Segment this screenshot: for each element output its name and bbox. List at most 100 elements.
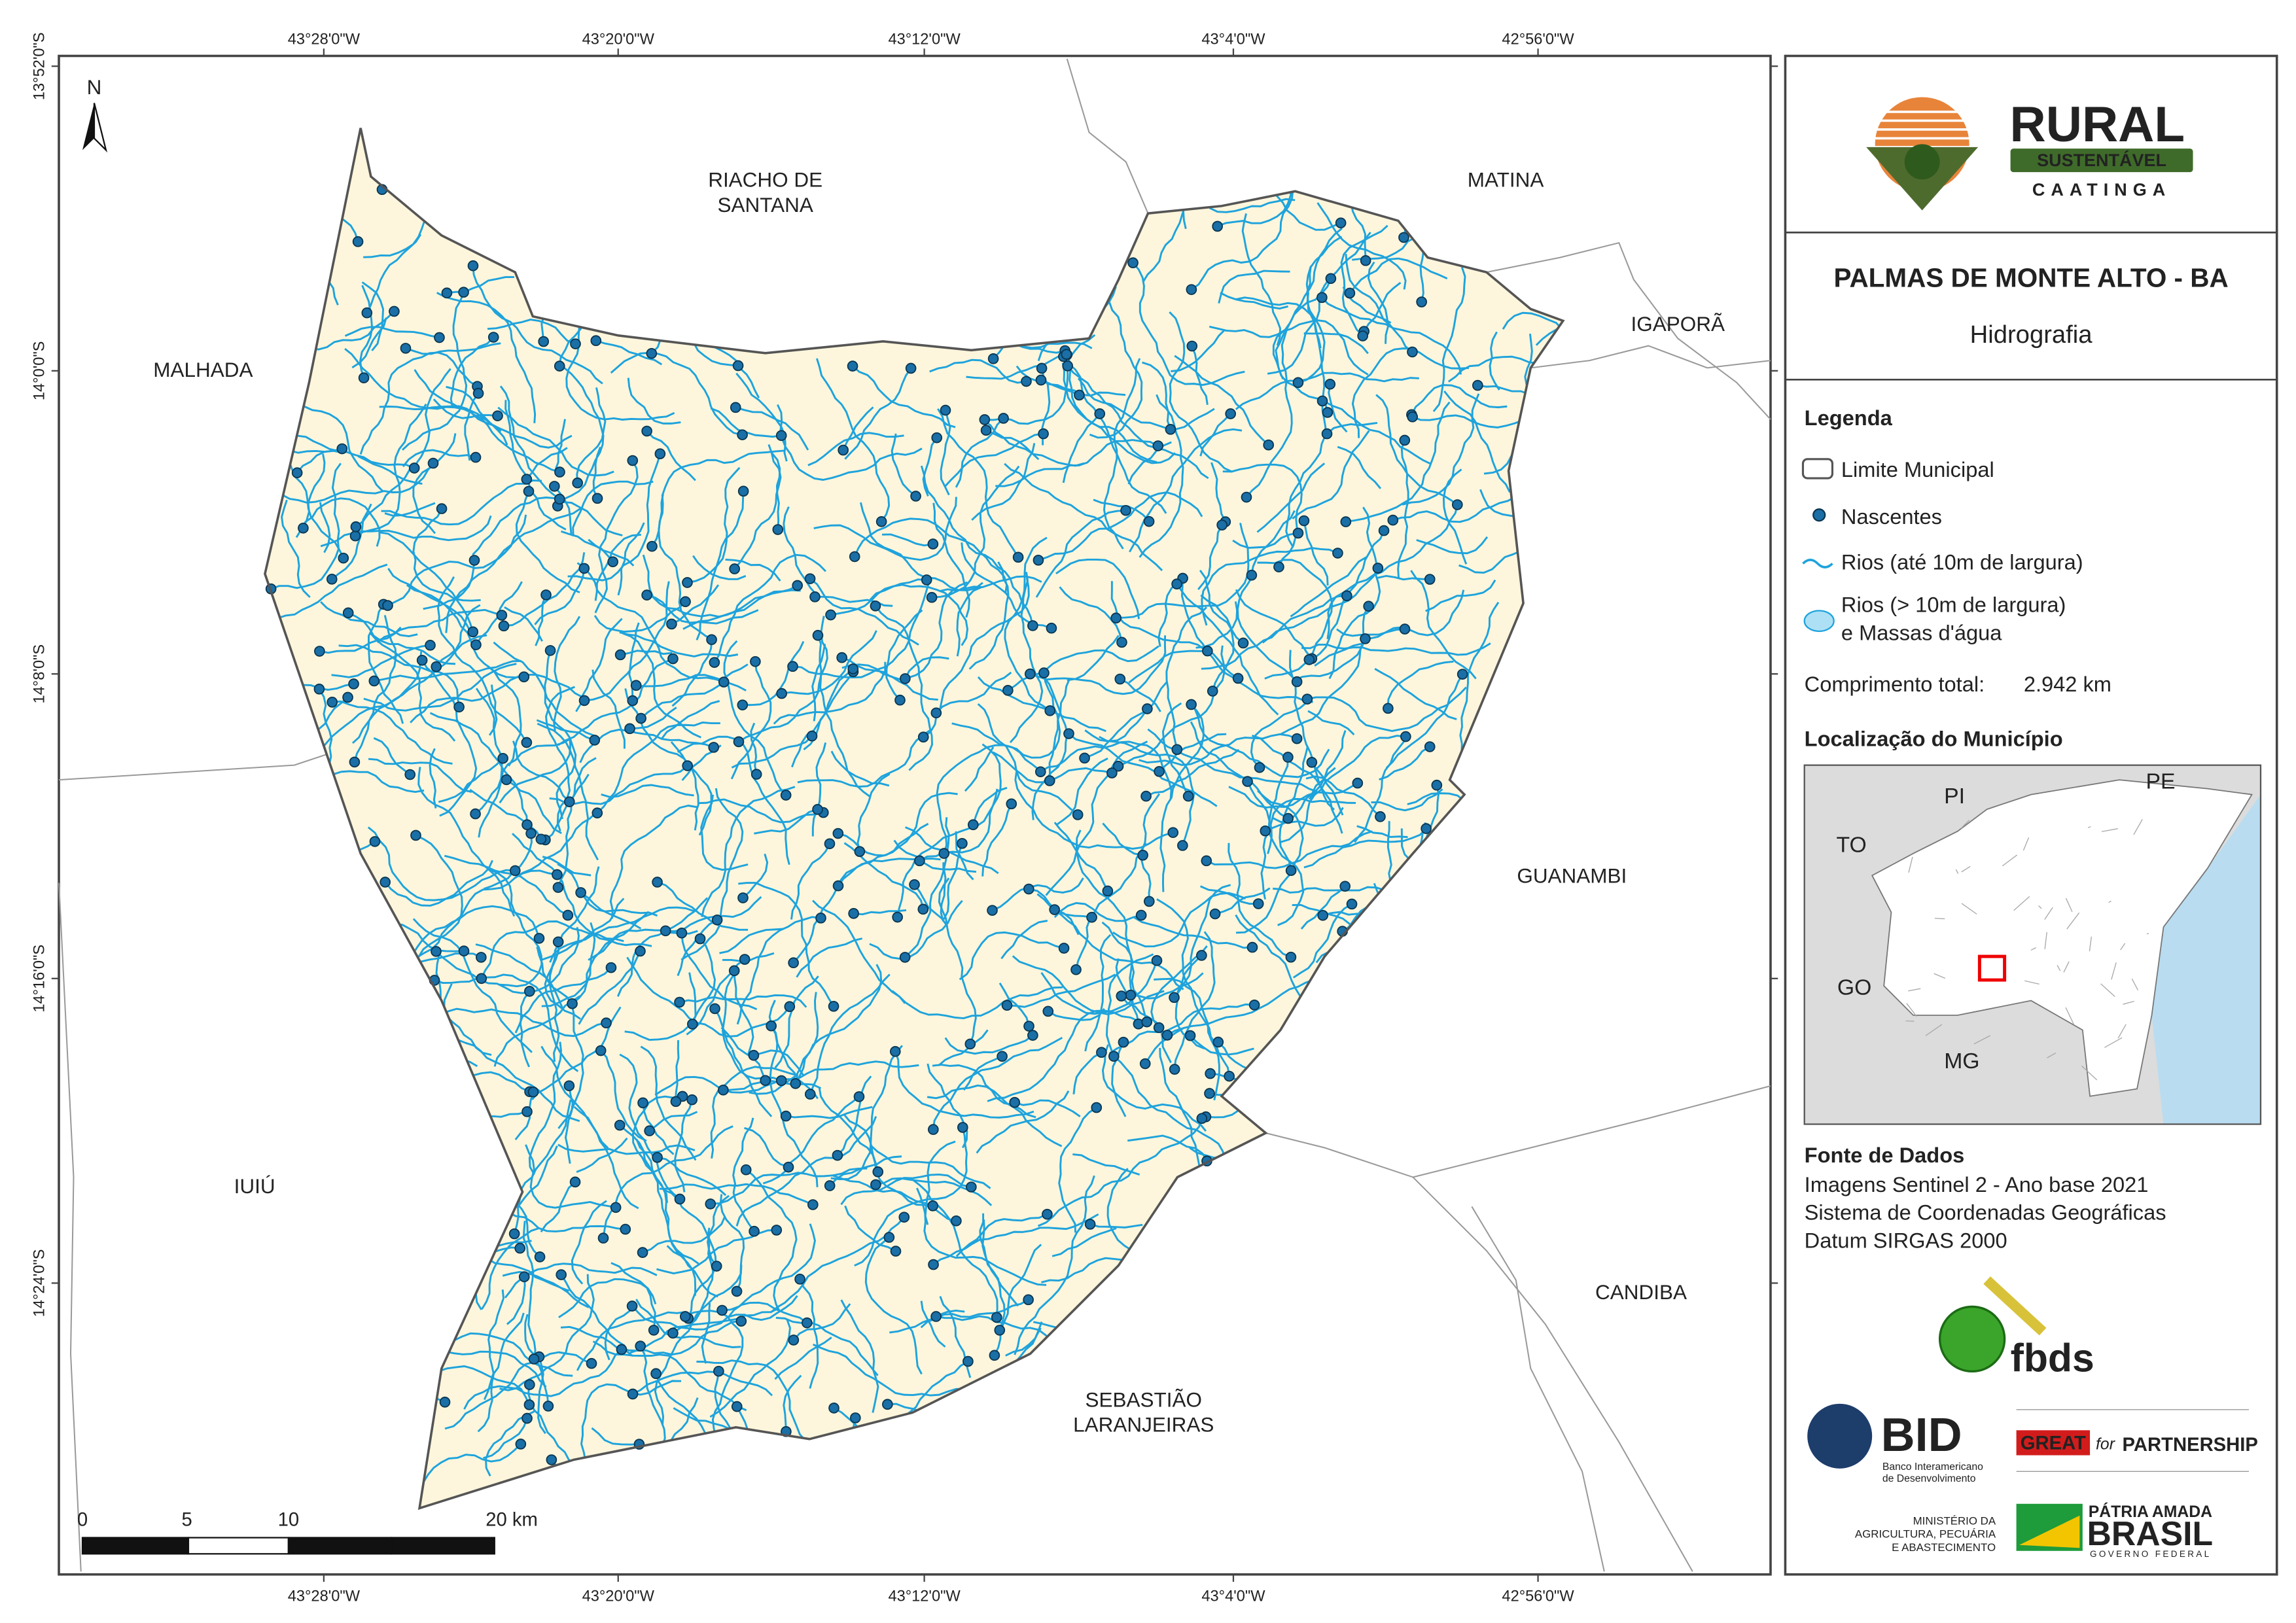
river	[522, 1221, 537, 1359]
river	[1250, 701, 1308, 769]
river	[619, 631, 739, 657]
spring	[453, 701, 465, 713]
sources-line: Imagens Sentinel 2 - Ano base 2021	[1805, 1172, 2149, 1196]
spring	[815, 913, 826, 924]
spring	[804, 1089, 816, 1100]
river	[1158, 733, 1227, 773]
state-label: PI	[1944, 784, 1965, 809]
inset-municipal-line	[2044, 932, 2047, 950]
river	[710, 1167, 868, 1205]
river	[487, 319, 576, 345]
river	[891, 986, 1063, 1019]
spring	[1216, 519, 1227, 531]
spring	[431, 946, 442, 957]
spring	[501, 774, 512, 786]
spring	[358, 372, 370, 383]
river	[1256, 462, 1326, 533]
river	[1053, 909, 1184, 990]
spring	[616, 1344, 627, 1355]
river	[515, 811, 597, 879]
spring	[590, 335, 602, 347]
spring	[521, 474, 533, 485]
scale-segment	[287, 1537, 393, 1555]
longitude-label: 43°12'0"W	[888, 1588, 961, 1605]
longitude-label: 43°12'0"W	[888, 31, 961, 48]
inset-municipal-line	[1961, 865, 1971, 873]
river	[1272, 319, 1369, 379]
longitude-label: 43°20'0"W	[582, 31, 655, 48]
ministry-text: AGRICULTURA, PECUÁRIA	[1855, 1528, 1996, 1541]
river	[698, 798, 824, 824]
spring	[1182, 790, 1194, 802]
spring	[1006, 798, 1017, 810]
spring	[980, 425, 992, 436]
river	[1012, 955, 1165, 1015]
river	[580, 1380, 682, 1470]
sources-line: Sistema de Coordenadas Geográficas	[1805, 1200, 2166, 1225]
river	[809, 578, 919, 646]
river	[1120, 995, 1172, 1064]
spring	[1282, 812, 1294, 824]
river	[1072, 1051, 1103, 1094]
spring	[538, 336, 550, 347]
neighbor-name: CANDIBA	[1595, 1280, 1687, 1304]
inset-municipal-line	[2081, 1065, 2098, 1081]
river	[955, 1213, 1048, 1257]
river	[841, 663, 938, 701]
spring	[1360, 633, 1371, 644]
river	[1130, 972, 1204, 1000]
river	[554, 419, 566, 471]
river	[738, 882, 835, 1007]
spring	[670, 1096, 682, 1108]
river	[1053, 822, 1109, 892]
river	[1416, 536, 1489, 555]
spring	[709, 657, 720, 668]
river	[1397, 440, 1409, 578]
spring	[766, 1020, 777, 1032]
spring	[528, 1353, 540, 1365]
river	[406, 584, 524, 679]
spring	[775, 430, 787, 442]
river	[1345, 254, 1413, 353]
spring	[711, 1261, 722, 1272]
spring	[1263, 439, 1275, 451]
north-arrow	[93, 103, 108, 153]
north-label: N	[87, 75, 102, 99]
river	[1199, 413, 1231, 457]
river	[1037, 1118, 1203, 1227]
fbds-bar	[1983, 1276, 2047, 1336]
river	[1385, 673, 1464, 769]
river	[1237, 576, 1298, 683]
spring	[1237, 637, 1249, 649]
river	[1218, 270, 1290, 304]
river	[1199, 569, 1244, 644]
spring	[1316, 395, 1328, 407]
spring	[731, 1285, 743, 1297]
spring	[1316, 292, 1328, 304]
river	[938, 1029, 989, 1067]
spring	[850, 1412, 861, 1423]
spring	[349, 756, 361, 768]
spring	[854, 846, 866, 858]
spring	[595, 1045, 607, 1056]
spring	[1154, 765, 1165, 777]
river	[830, 750, 890, 787]
inset-municipal-line	[2100, 983, 2115, 998]
river	[384, 860, 493, 907]
spring	[1002, 685, 1014, 696]
spring	[989, 1350, 1000, 1361]
spring	[487, 332, 499, 343]
spring	[1049, 904, 1060, 915]
spring	[838, 444, 849, 456]
river	[1112, 892, 1246, 948]
river	[1232, 532, 1299, 549]
river	[1075, 829, 1134, 1005]
river	[964, 746, 995, 792]
spring	[630, 680, 642, 691]
spring	[1232, 672, 1244, 684]
spring	[1034, 766, 1046, 778]
inset-municipal-line	[2024, 980, 2040, 985]
river	[775, 1317, 879, 1376]
